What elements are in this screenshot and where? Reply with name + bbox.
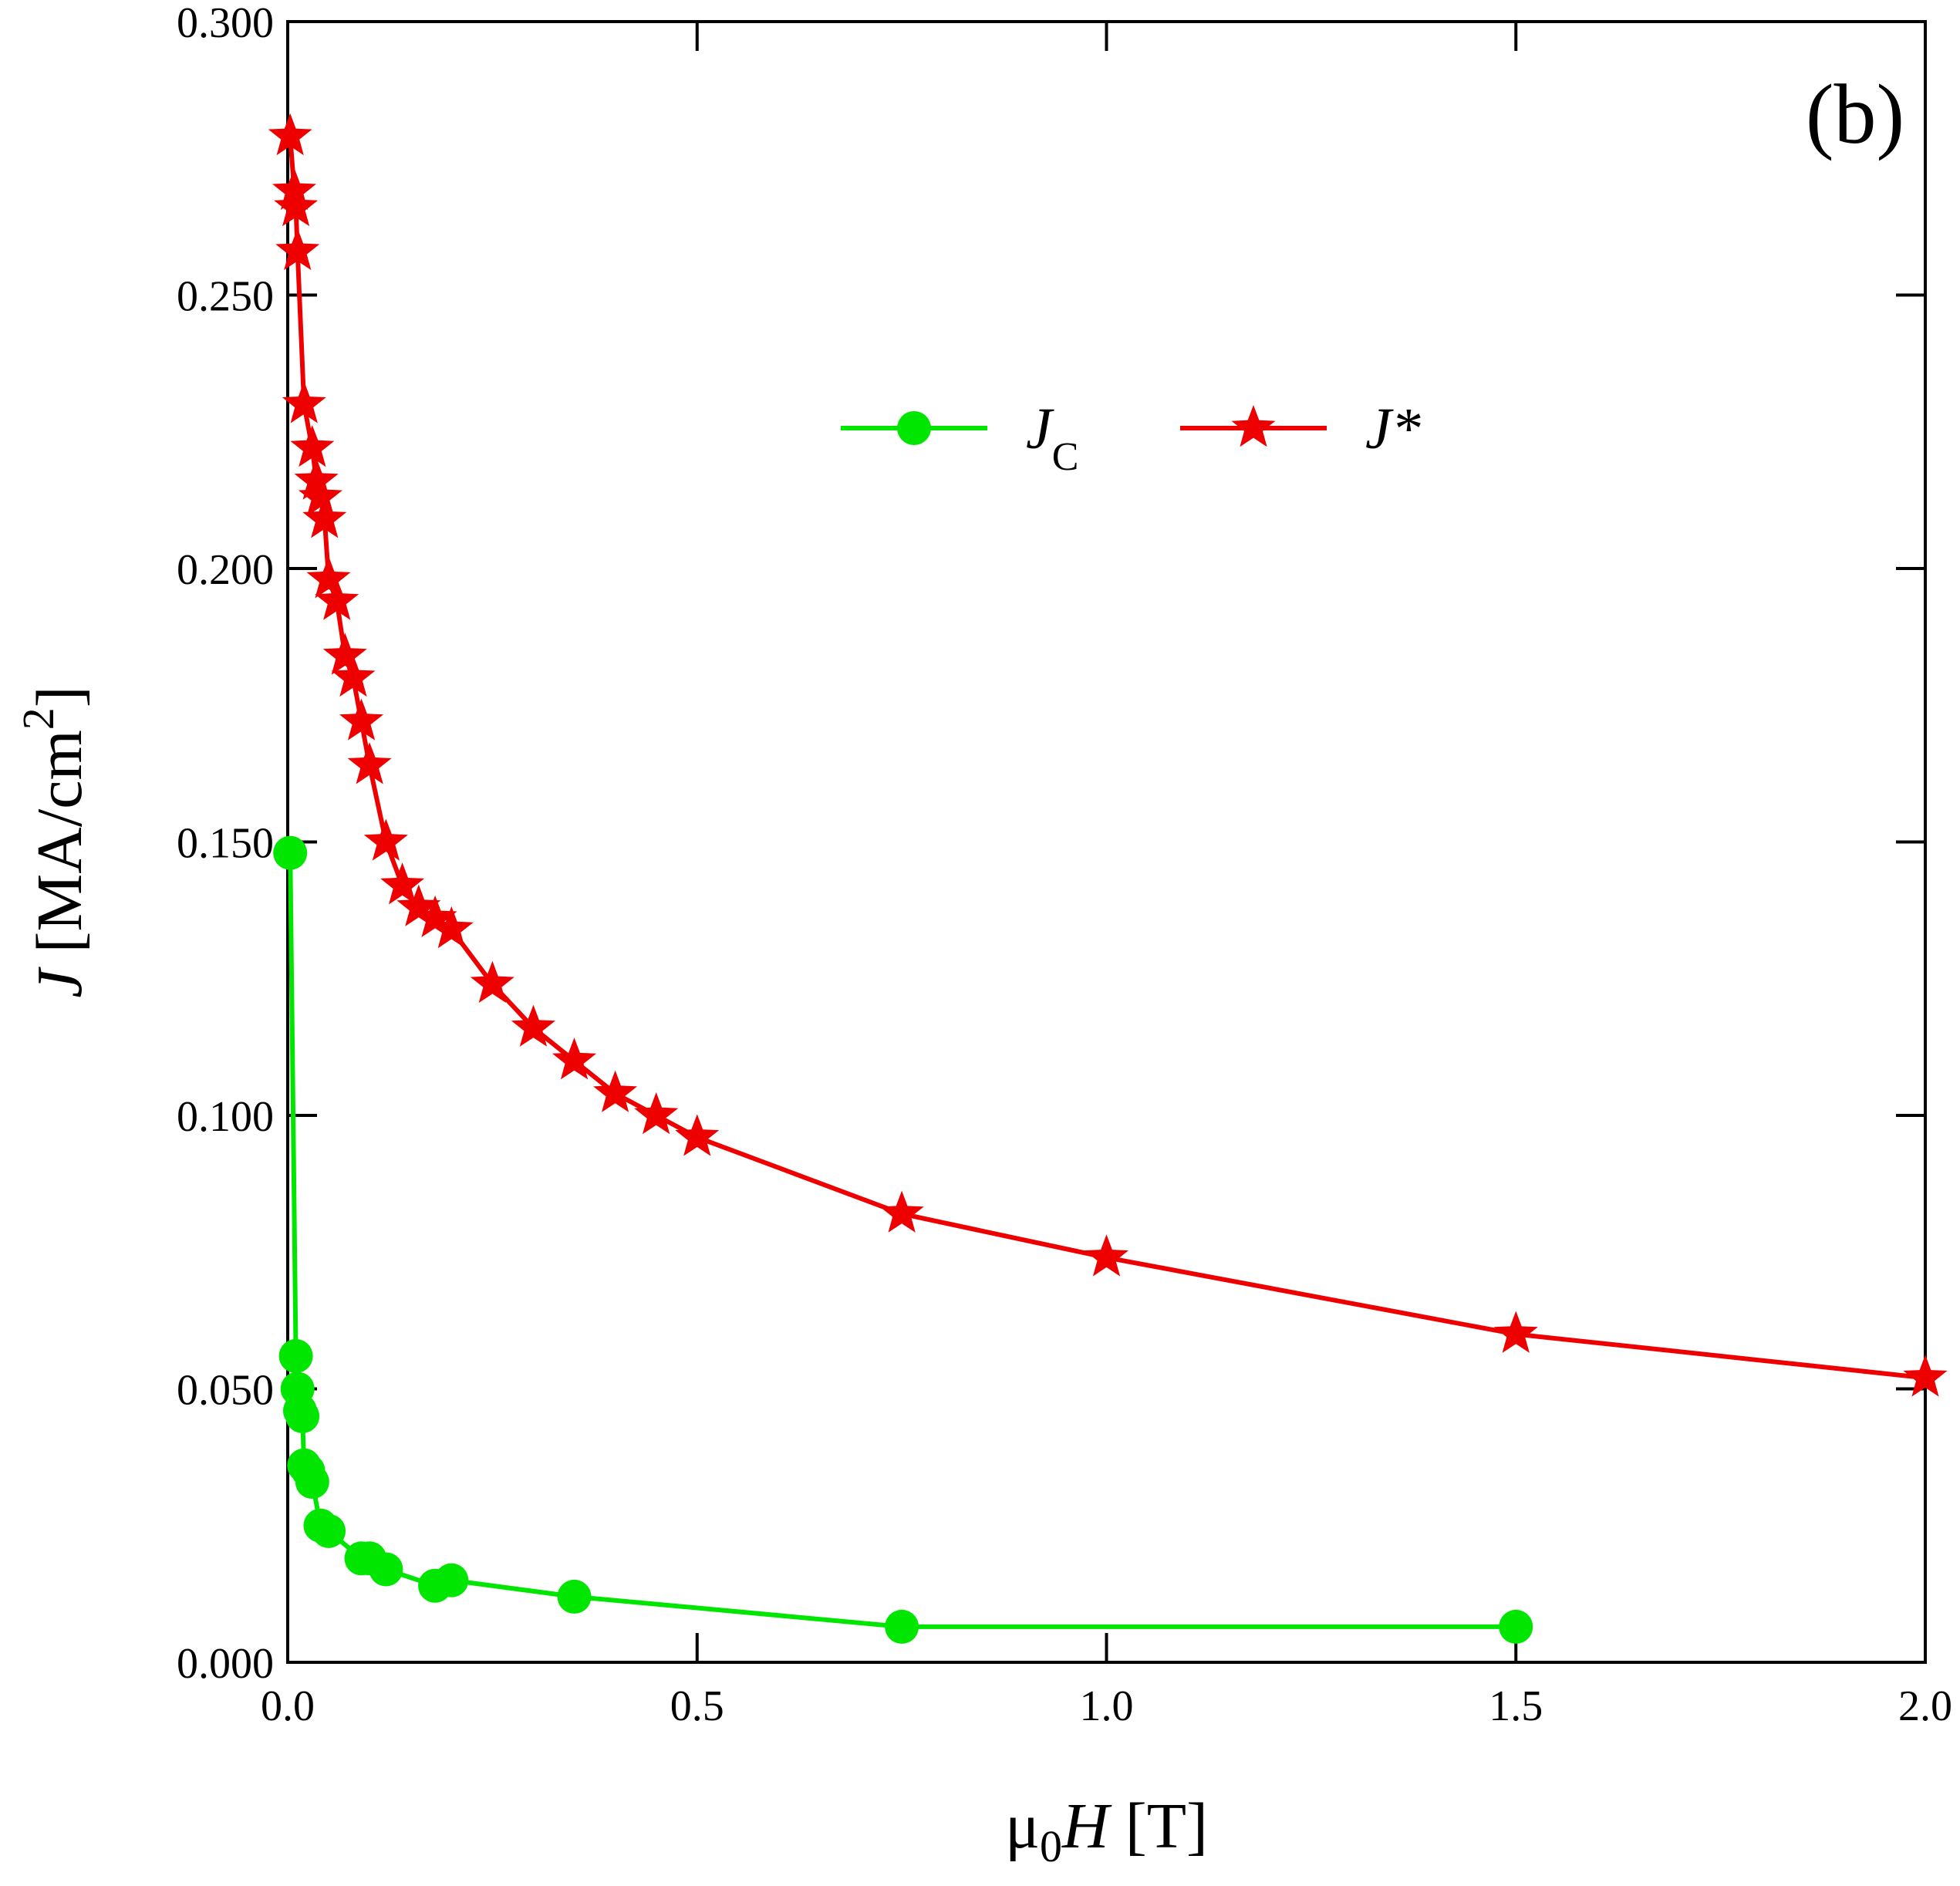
star-marker [675,1114,720,1156]
star-marker [274,184,319,227]
circle-marker [885,1609,919,1644]
star-marker [290,425,335,467]
circle-marker [897,411,931,445]
y-tick-label: 0.000 [177,1640,274,1688]
x-axis-label-part: μ [1005,1790,1040,1862]
star-marker [470,960,514,1004]
x-tick-label: 2.0 [1898,1682,1952,1730]
y-axis-label-part: [MA/cm [24,730,96,969]
star-marker [380,862,425,905]
x-tick-label: 0.0 [261,1682,315,1730]
star-marker [306,556,351,599]
y-tick-label: 0.300 [177,0,274,47]
legend-item: JC [841,396,1078,479]
x-tick-label: 0.5 [670,1682,724,1730]
star-marker [315,578,359,620]
star-marker [1493,1311,1538,1353]
star-marker [1085,1234,1128,1277]
x-axis-label-part: 0 [1040,1821,1062,1871]
circle-marker [1499,1609,1533,1644]
star-marker [1903,1355,1948,1397]
circle-marker [557,1579,592,1614]
x-tick-label: 1.5 [1489,1682,1543,1730]
y-tick-label: 0.150 [177,820,274,868]
panel-label: (b) [1806,67,1904,161]
y-axis-label-part: ] [24,686,96,707]
star-marker [634,1092,679,1135]
y-axis-label-part: J [24,967,96,998]
star-marker [413,895,457,937]
x-axis-label: μ0H [T] [1005,1790,1208,1871]
circle-marker [369,1552,403,1587]
circle-marker [312,1513,346,1548]
star-marker [396,884,441,926]
star-marker [282,381,326,423]
star-marker [429,906,474,949]
star-marker [1231,405,1276,447]
star-marker [302,496,347,538]
series-line [288,136,1926,1381]
legend-subscript: C [1052,435,1079,479]
star-marker [339,698,384,741]
star-marker [298,474,342,517]
x-axis-label-part: [T] [1109,1790,1208,1862]
x-axis-label-part: H [1061,1790,1112,1862]
plot-frame [286,20,1927,1664]
series-line [288,852,1516,1629]
star-marker [294,457,339,500]
star-marker [275,228,320,271]
legend-label: JC [1026,396,1078,479]
circle-marker [278,1338,313,1373]
y-axis-label-part: 2 [13,707,63,730]
legend-name: J* [1365,396,1421,461]
star-marker [552,1037,597,1080]
legend-label: J* [1365,396,1421,461]
y-tick-label: 0.050 [177,1367,274,1415]
star-marker [331,654,376,697]
star-marker [879,1190,924,1233]
y-tick-label: 0.200 [177,546,274,594]
star-marker [268,113,312,156]
circle-marker [273,835,308,870]
star-marker [347,742,392,784]
legend-name: J [1026,396,1054,461]
circle-marker [295,1465,329,1500]
star-marker [363,818,408,861]
circle-marker [285,1398,320,1433]
y-axis-label: J [MA/cm2] [13,686,96,998]
x-tick-label: 1.0 [1080,1682,1134,1730]
star-marker [593,1070,638,1112]
legend-item: J* [1180,396,1421,461]
star-marker [511,1004,555,1047]
star-marker [322,633,367,675]
y-tick-label: 0.250 [177,273,274,321]
y-tick-label: 0.100 [177,1093,274,1141]
circle-marker [434,1563,469,1598]
